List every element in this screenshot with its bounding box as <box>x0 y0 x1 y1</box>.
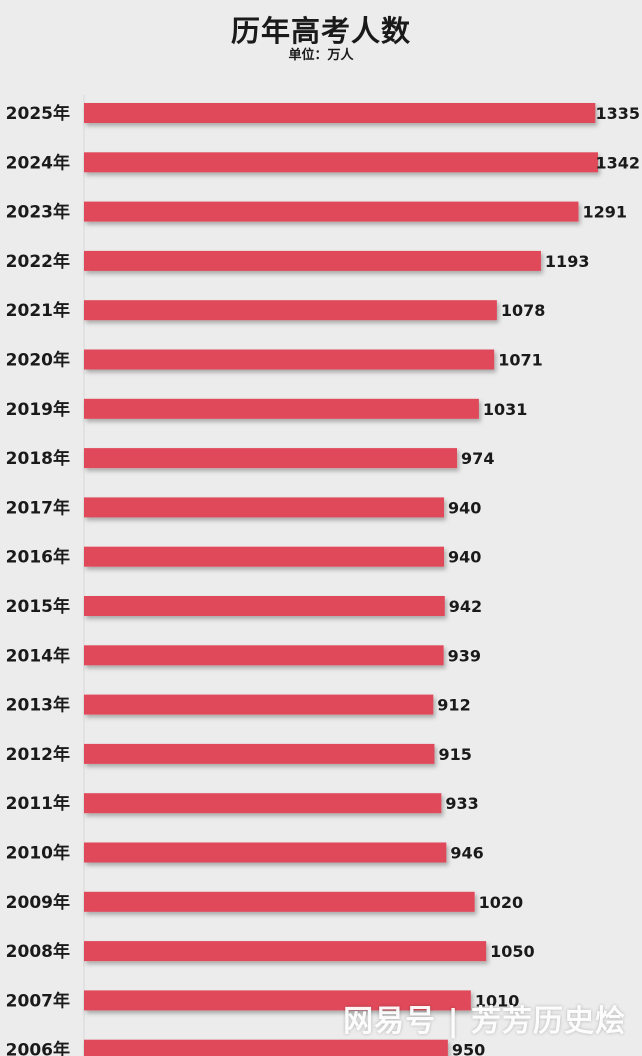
category-label: 2019年 <box>6 399 70 420</box>
bar <box>84 300 497 321</box>
bar <box>84 103 596 123</box>
value-label: 940 <box>448 548 481 567</box>
bar <box>84 596 445 616</box>
category-label: 2023年 <box>6 202 70 223</box>
bar <box>84 891 475 912</box>
bar <box>84 694 434 715</box>
value-label: 1335 <box>595 104 640 123</box>
bar <box>84 448 458 469</box>
value-label: 1193 <box>545 252 590 271</box>
bar <box>84 941 487 962</box>
value-label: 974 <box>461 449 494 468</box>
value-label: 912 <box>437 696 470 715</box>
bar <box>84 152 598 173</box>
value-label: 915 <box>438 745 471 764</box>
category-label: 2011年 <box>6 793 70 814</box>
bar <box>84 990 471 1011</box>
category-label: 2020年 <box>6 350 70 371</box>
value-label: 940 <box>448 498 481 517</box>
value-label: 1291 <box>582 203 627 222</box>
category-label: 2021年 <box>6 300 70 321</box>
value-label: 942 <box>449 597 482 616</box>
category-label: 2022年 <box>6 251 70 272</box>
bar <box>84 398 479 419</box>
category-label: 2016年 <box>6 547 70 568</box>
value-label: 1010 <box>475 991 520 1010</box>
bar <box>84 645 444 666</box>
category-label: 2014年 <box>6 645 70 666</box>
value-label: 1031 <box>483 400 528 419</box>
category-label: 2008年 <box>6 941 70 962</box>
chart-title: 历年高考人数 <box>230 14 411 48</box>
value-label: 1078 <box>501 301 546 320</box>
value-label: 950 <box>452 1041 485 1056</box>
bar <box>84 349 495 370</box>
chart-subtitle: 单位：万人 <box>288 48 354 63</box>
category-label: 2009年 <box>6 892 70 913</box>
category-label: 2018年 <box>6 448 70 469</box>
value-label: 933 <box>445 794 478 813</box>
category-label: 2010年 <box>6 843 70 864</box>
bar <box>84 793 442 814</box>
bar <box>84 546 445 567</box>
value-label: 1342 <box>595 153 640 172</box>
bar <box>84 842 447 863</box>
category-label: 2013年 <box>6 695 70 716</box>
value-label: 946 <box>450 844 483 863</box>
watermark-text: 网易号 | 芳芳历史烩 <box>343 1004 626 1039</box>
category-label: 2006年 <box>6 1040 70 1056</box>
category-label: 2024年 <box>6 152 70 173</box>
bar <box>84 497 445 518</box>
bar <box>84 201 579 222</box>
value-label: 939 <box>448 646 481 665</box>
value-label: 1071 <box>498 351 543 370</box>
bar <box>84 743 435 764</box>
value-label: 1020 <box>479 893 524 912</box>
category-label: 2007年 <box>6 990 70 1011</box>
category-label: 2015年 <box>6 596 70 617</box>
bar <box>84 250 541 271</box>
category-label: 2012年 <box>6 744 70 765</box>
category-label: 2025年 <box>6 103 70 124</box>
value-label: 1050 <box>490 942 535 961</box>
bar <box>84 1039 448 1056</box>
category-label: 2017年 <box>6 497 70 518</box>
